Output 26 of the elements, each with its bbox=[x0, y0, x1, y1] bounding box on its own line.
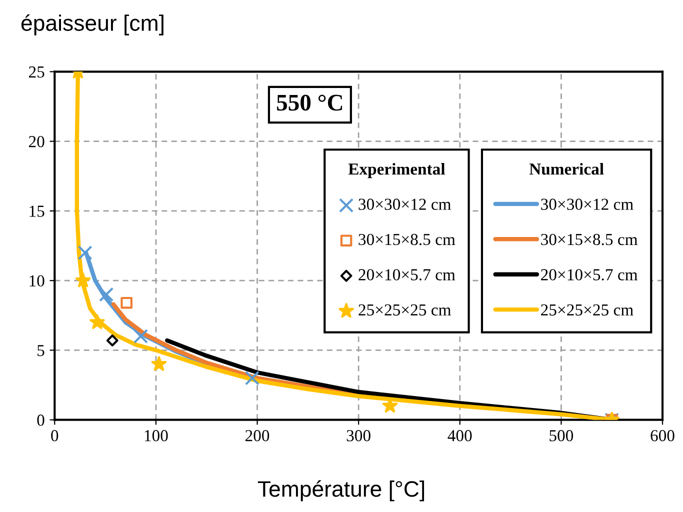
x-axis-title: Température [°C] bbox=[258, 480, 424, 502]
annotation: Experimental bbox=[348, 162, 446, 178]
y-tick-label: 0 bbox=[37, 414, 44, 426]
y-tick-label: 25 bbox=[28, 66, 44, 78]
legend-label: 20×10×5.7 cm bbox=[541, 269, 638, 280]
x-tick-label: 400 bbox=[448, 430, 472, 442]
legend-label: 30×30×12 cm bbox=[541, 198, 634, 210]
legend-label: 20×10×5.7 cm bbox=[358, 269, 456, 280]
x-tick-label: 200 bbox=[245, 430, 270, 442]
legend-label: 25×25×25 cm bbox=[541, 304, 634, 316]
y-tick-label: 10 bbox=[30, 275, 44, 287]
x-tick-label: 500 bbox=[550, 430, 574, 442]
x-tick-label: 600 bbox=[650, 430, 674, 442]
legend-label: 30×30×12 cm bbox=[358, 198, 452, 210]
legend-label: 30×15×8.5 cm bbox=[541, 234, 638, 246]
annotation: Numerical bbox=[529, 162, 604, 175]
legend-label: 30×15×8.5 cm bbox=[358, 234, 456, 246]
y-tick-label: 5 bbox=[38, 345, 44, 356]
legend-label: 25×25×25 cm bbox=[358, 304, 452, 316]
y-tick-label: 20 bbox=[28, 136, 44, 148]
x-tick-label: 100 bbox=[144, 430, 168, 442]
y-tick-label: 15 bbox=[30, 206, 44, 217]
annotation: 550 °C bbox=[276, 94, 342, 111]
y-axis-title: épaisseur [cm] bbox=[21, 14, 164, 36]
x-tick-label: 0 bbox=[51, 430, 58, 442]
x-tick-label: 300 bbox=[346, 430, 370, 442]
